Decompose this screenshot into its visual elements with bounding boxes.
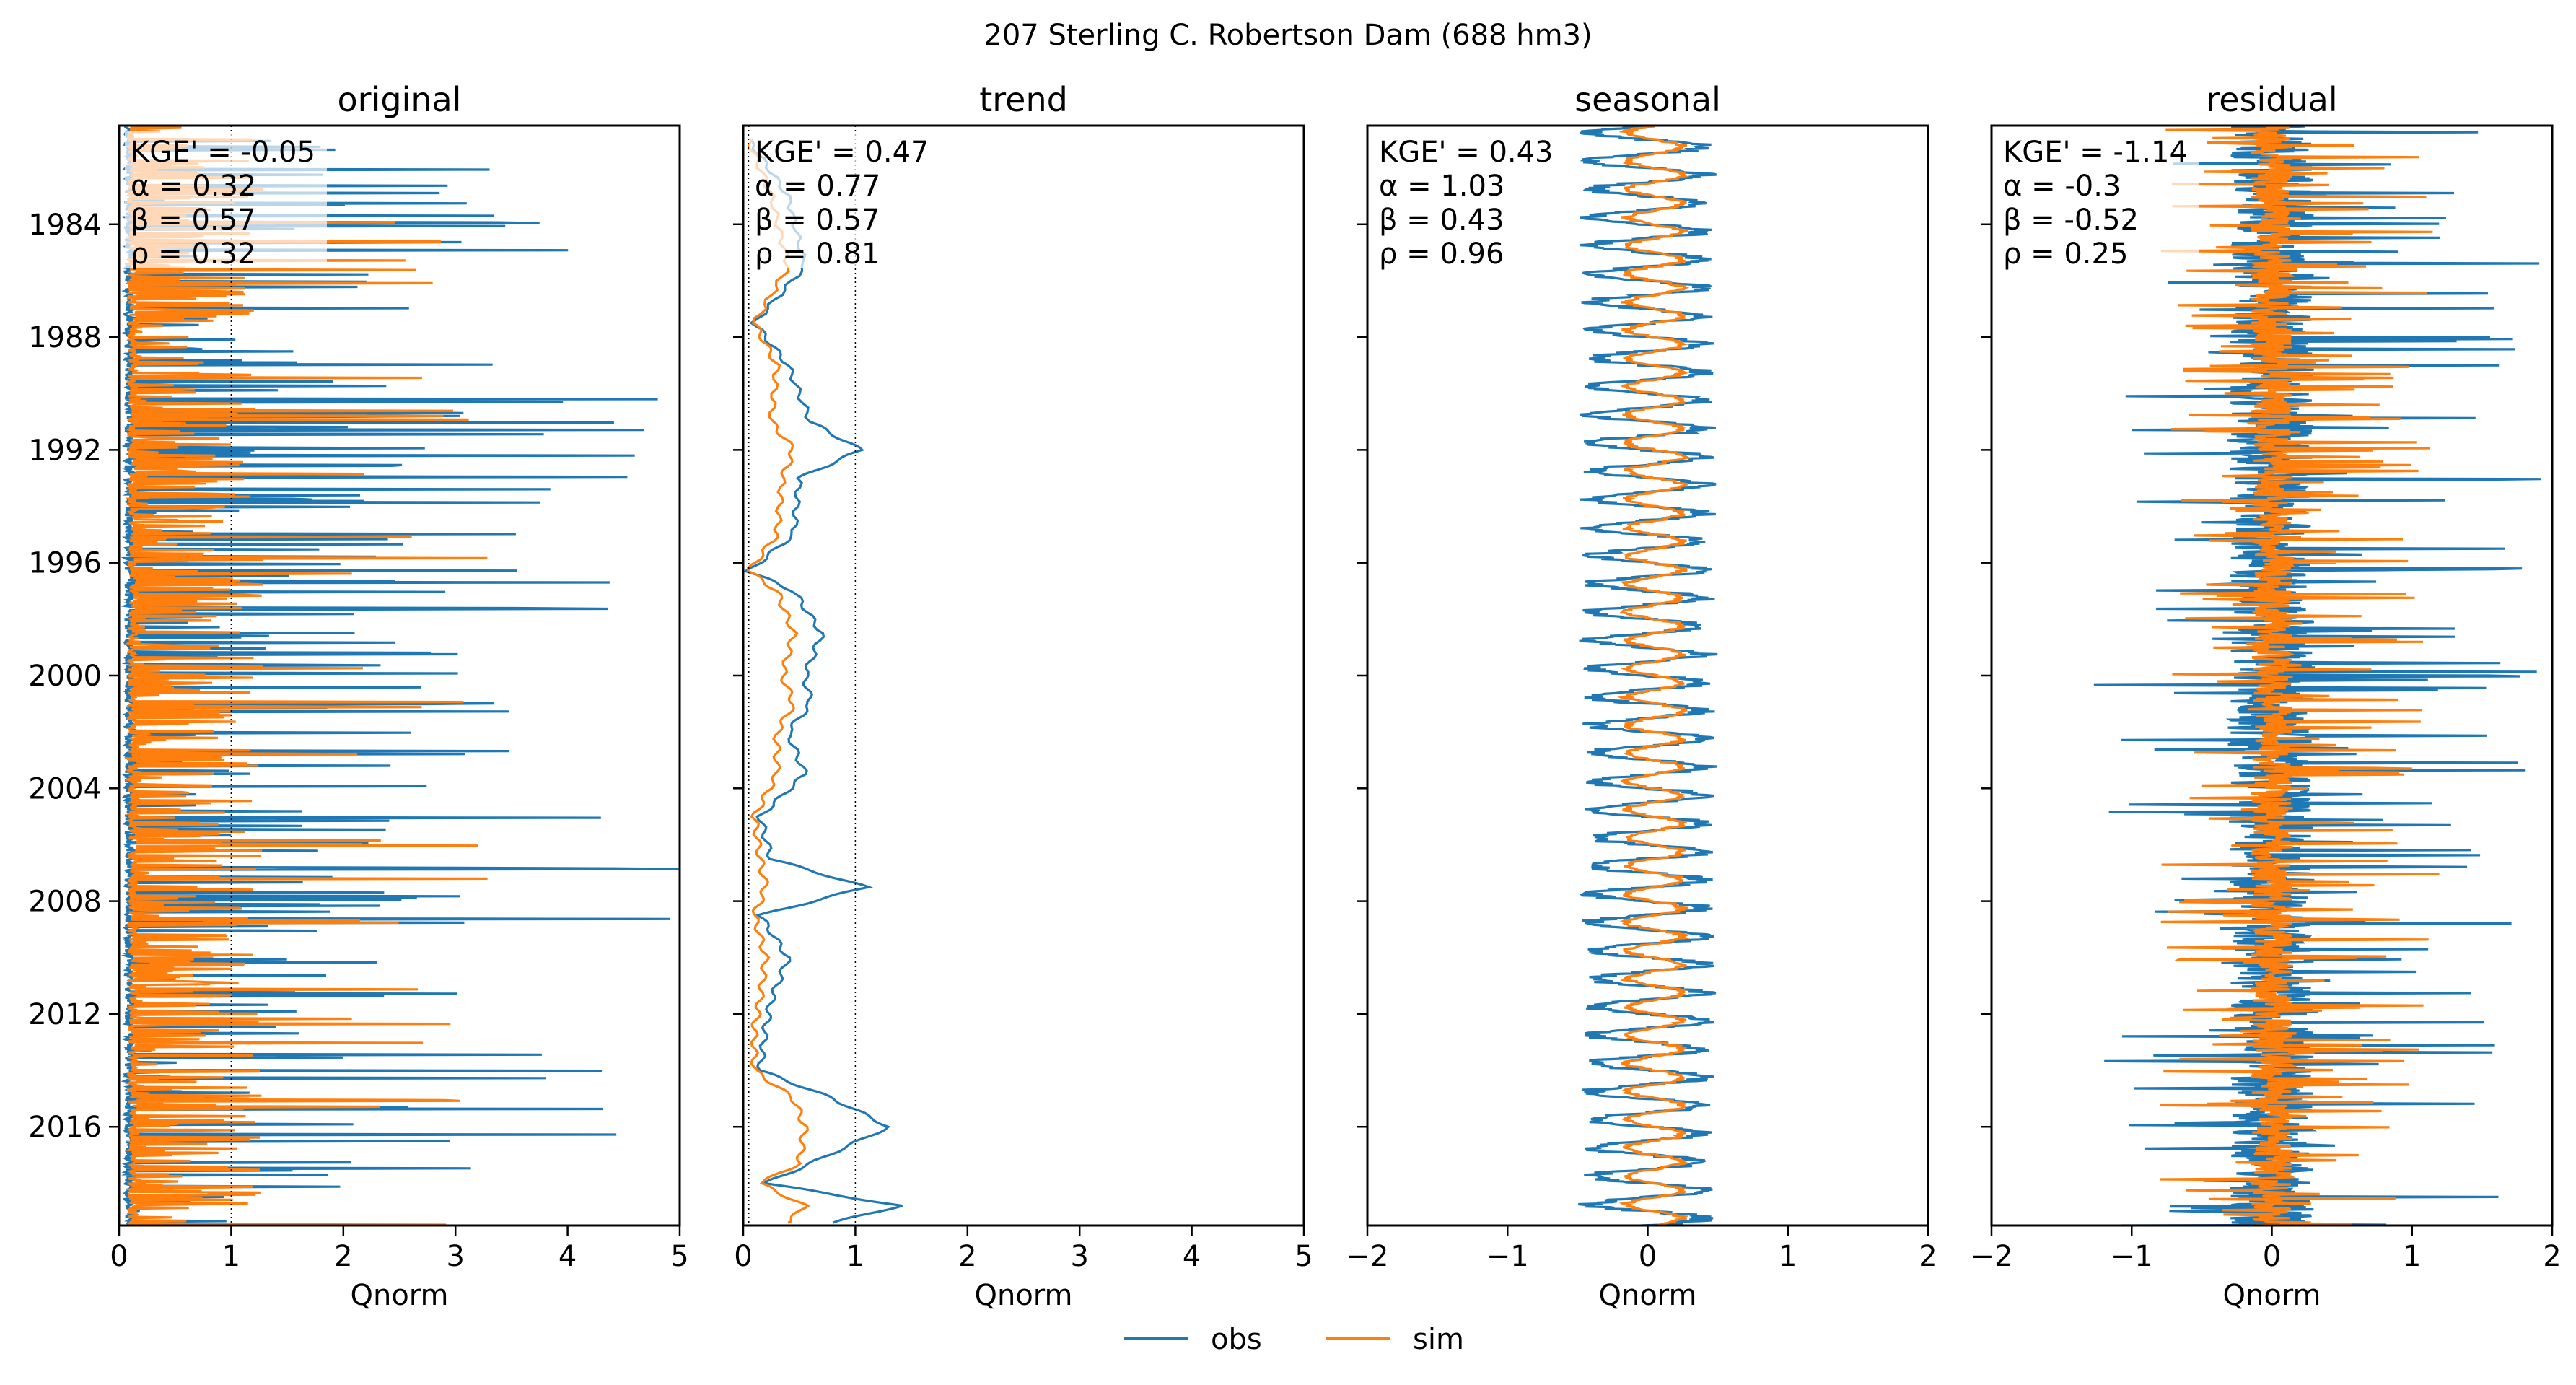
x-tick-label: 4: [558, 1240, 577, 1273]
panel-title: original: [338, 80, 462, 119]
series-sim-line: [2160, 126, 2440, 1225]
plot-area: [2093, 126, 2541, 1225]
panel-title: seasonal: [1574, 80, 1721, 119]
stats-line: ρ = 0.96: [1379, 237, 1504, 271]
panel-title: trend: [979, 80, 1068, 119]
stats-line: KGE' = -1.14: [2003, 136, 2188, 169]
stats-line: α = 0.77: [755, 170, 880, 203]
series-sim-line: [746, 139, 811, 1224]
stats-line: ρ = 0.81: [755, 237, 880, 271]
stats-box: KGE' = 0.43α = 1.03β = 0.43ρ = 0.96: [1373, 131, 1575, 271]
y-tick-label: 2004: [28, 772, 102, 805]
x-tick-label: 0: [1639, 1240, 1657, 1273]
stats-line: β = -0.52: [2003, 204, 2139, 237]
panel-trend: trend KGE' = 0.47α = 0.77β = 0.57ρ = 0.81…: [733, 80, 1313, 1312]
series-sim-line: [1617, 126, 1692, 1225]
x-tick-label: 5: [1294, 1240, 1313, 1273]
x-tick-label: 0: [2263, 1240, 2281, 1273]
figure-title: 207 Sterling C. Robertson Dam (688 hm3): [983, 19, 1592, 52]
panel-original: original KGE' = -0.05α = 0.32β = 0.57ρ = …: [28, 80, 689, 1312]
plot-area: [743, 139, 903, 1224]
stats-background: [1373, 131, 1575, 268]
x-tick-label: −1: [2111, 1240, 2153, 1273]
stats-background: [749, 131, 951, 268]
x-tick-label: 5: [670, 1240, 688, 1273]
x-tick-label: 1: [1779, 1240, 1797, 1273]
x-tick-label: 3: [1070, 1240, 1088, 1273]
stats-line: α = 1.03: [1379, 170, 1504, 203]
x-tick-label: 2: [334, 1240, 352, 1273]
plot-area: [1578, 126, 1718, 1225]
stats-box: KGE' = 0.47α = 0.77β = 0.57ρ = 0.81: [749, 131, 951, 271]
x-axis-label: Qnorm: [2222, 1279, 2321, 1312]
x-tick-label: −1: [1486, 1240, 1529, 1273]
stats-line: ρ = 0.25: [2003, 237, 2128, 271]
x-tick-label: 0: [110, 1240, 128, 1273]
x-axis-label: Qnorm: [974, 1279, 1072, 1312]
x-tick-label: 2: [1919, 1240, 1937, 1273]
y-tick-label: 1988: [28, 321, 102, 354]
stats-line: KGE' = -0.05: [131, 136, 315, 169]
stats-line: α = -0.3: [2003, 170, 2121, 203]
stats-box: KGE' = -1.14α = -0.3β = -0.52ρ = 0.25: [1997, 131, 2199, 271]
y-tick-label: 2016: [28, 1111, 102, 1144]
series-obs-line: [743, 139, 903, 1224]
y-tick-label: 1992: [28, 434, 102, 467]
y-tick-label: 1996: [28, 547, 102, 580]
x-tick-label: −2: [1346, 1240, 1389, 1273]
x-tick-label: 2: [2543, 1240, 2561, 1273]
legend-label: sim: [1413, 1323, 1464, 1356]
x-tick-label: 2: [958, 1240, 976, 1273]
legend-item-sim: sim: [1326, 1323, 1464, 1356]
x-axis-label: Qnorm: [1598, 1279, 1696, 1312]
stats-line: β = 0.57: [755, 204, 880, 237]
axes-frame: [742, 124, 1305, 1227]
legend-label: obs: [1211, 1323, 1262, 1356]
x-tick-label: 1: [846, 1240, 864, 1273]
stats-line: KGE' = 0.47: [755, 136, 929, 169]
stats-line: β = 0.57: [131, 204, 256, 237]
x-axis-label: Qnorm: [350, 1279, 448, 1312]
x-tick-label: 1: [2403, 1240, 2421, 1273]
series-obs-line: [1578, 126, 1718, 1225]
series-sim-line: [123, 126, 488, 1225]
y-tick-label: 2012: [28, 998, 102, 1031]
y-tick-label: 2008: [28, 886, 102, 919]
y-tick-label: 1984: [28, 209, 102, 242]
stats-background: [1997, 131, 2199, 268]
plot-area: [120, 126, 679, 1225]
stats-background: [125, 131, 327, 268]
x-tick-label: −2: [1971, 1240, 2013, 1273]
stats-box: KGE' = -0.05α = 0.32β = 0.57ρ = 0.32: [125, 131, 327, 271]
x-tick-label: 0: [734, 1240, 752, 1273]
x-tick-label: 3: [446, 1240, 464, 1273]
legend-item-obs: obs: [1124, 1323, 1262, 1356]
legend: obs sim: [1124, 1323, 1464, 1356]
panel-seasonal: seasonal KGE' = 0.43α = 1.03β = 0.43ρ = 0…: [1346, 80, 1937, 1312]
y-tick-label: 2000: [28, 660, 102, 693]
stats-line: KGE' = 0.43: [1379, 136, 1554, 169]
x-tick-label: 4: [1183, 1240, 1201, 1273]
x-tick-label: 1: [222, 1240, 240, 1273]
stats-line: α = 0.32: [131, 170, 256, 203]
panel-title: residual: [2206, 80, 2337, 119]
stats-line: ρ = 0.32: [131, 237, 255, 271]
stats-line: β = 0.43: [1379, 204, 1504, 237]
